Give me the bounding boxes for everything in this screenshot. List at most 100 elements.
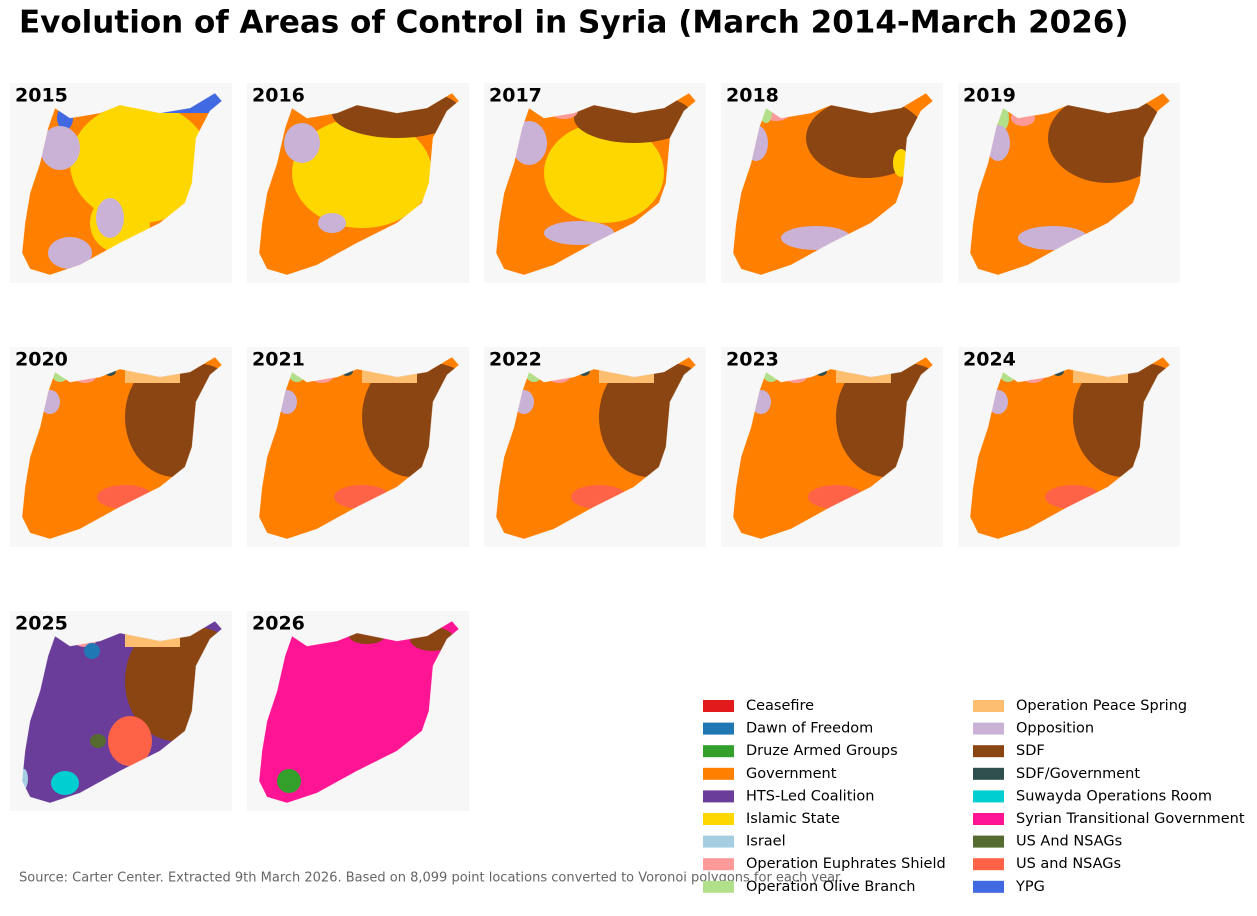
legend-label: Operation Euphrates Shield — [746, 856, 946, 872]
title: Evolution of Areas of Control in Syria (… — [19, 5, 1129, 41]
country-outline — [258, 620, 460, 804]
control-area — [51, 771, 79, 795]
legend-label: YPG — [1015, 879, 1045, 895]
legend-swatch — [703, 835, 734, 848]
legend-swatch — [973, 722, 1004, 735]
legend-item: Dawn of Freedom — [703, 721, 873, 737]
legend-label: Druze Armed Groups — [746, 743, 898, 759]
map-panel: 2026 — [247, 611, 469, 811]
map-panel: 2023 — [721, 347, 943, 547]
country-outline — [21, 92, 223, 276]
map-panel: 2015 — [10, 83, 232, 283]
legend-swatch — [703, 745, 734, 758]
control-area — [48, 237, 92, 269]
legend-item: YPG — [973, 879, 1045, 895]
legend-item: Operation Peace Spring — [973, 698, 1187, 714]
legend-swatch — [703, 700, 734, 712]
legend-label: Government — [746, 766, 837, 782]
legend-label: Islamic State — [746, 811, 840, 827]
country-outline — [258, 356, 460, 540]
map-panel: 2017 — [484, 83, 706, 283]
legend-swatch — [703, 813, 734, 825]
panel-year: 2025 — [15, 613, 68, 635]
map-panel: 2020 — [10, 347, 232, 547]
map-panel: 2018 — [721, 83, 943, 283]
control-areas — [744, 98, 926, 250]
legend-swatch — [973, 835, 1004, 848]
map-panel: 2019 — [958, 83, 1180, 283]
legend-item: Druze Armed Groups — [703, 743, 898, 759]
legend-swatch — [973, 813, 1004, 825]
panel-year: 2018 — [726, 85, 779, 107]
control-area — [96, 198, 124, 238]
control-area — [292, 118, 432, 228]
legend-label: SDF/Government — [1016, 766, 1140, 782]
legend-label: Operation Peace Spring — [1016, 698, 1187, 714]
legend-label: US and NSAGs — [1016, 856, 1121, 872]
country-outline — [21, 620, 223, 804]
panel-year: 2023 — [726, 349, 779, 371]
map-panel: 2016 — [247, 83, 469, 283]
legend-swatch — [703, 858, 734, 871]
control-area — [318, 213, 346, 233]
source: Source: Carter Center. Extracted 9th Mar… — [19, 871, 843, 886]
legend-swatch — [973, 858, 1004, 871]
legend-label: Dawn of Freedom — [746, 721, 873, 737]
map-panel: 2021 — [247, 347, 469, 547]
panel-year: 2022 — [489, 349, 542, 371]
control-area — [84, 643, 100, 659]
legend-item: US and NSAGs — [973, 856, 1121, 872]
panel-year: 2026 — [252, 613, 305, 635]
control-area — [544, 221, 614, 245]
legend-label: Operation Olive Branch — [746, 879, 916, 895]
legend-item: Ceasefire — [703, 698, 814, 714]
panel-year: 2015 — [15, 85, 68, 107]
map-panel: 2022 — [484, 347, 706, 547]
legend-label: Ceasefire — [746, 698, 814, 714]
country-outline — [495, 356, 697, 540]
panel-year: 2017 — [489, 85, 542, 107]
panel-year: 2019 — [963, 85, 1016, 107]
legend-swatch — [973, 700, 1004, 712]
legend-swatch — [703, 767, 734, 780]
legend-item: US And NSAGs — [973, 834, 1122, 850]
control-area — [22, 769, 28, 789]
map-panel: 2025 — [10, 611, 232, 811]
panel-year: 2021 — [252, 349, 305, 371]
legend-item: Suwayda Operations Room — [973, 788, 1212, 804]
legend-item: SDF — [973, 743, 1045, 759]
control-areas — [277, 627, 454, 793]
control-area — [108, 716, 152, 766]
control-area — [40, 126, 80, 170]
legend-swatch — [703, 880, 734, 893]
legend-item: Operation Euphrates Shield — [703, 856, 946, 872]
legend-item: Government — [703, 766, 837, 782]
country-outline — [495, 92, 697, 276]
legend-item: Operation Olive Branch — [703, 879, 916, 895]
legend-label: Syrian Transitional Government — [1016, 811, 1245, 827]
control-area — [70, 103, 210, 223]
legend-swatch — [973, 767, 1004, 780]
country-outline — [21, 356, 223, 540]
map-panel: 2024 — [958, 347, 1180, 547]
control-area — [544, 123, 664, 223]
panel-year: 2024 — [963, 349, 1016, 371]
country-outline — [732, 356, 934, 540]
control-area — [277, 769, 301, 793]
legend-label: Opposition — [1016, 721, 1094, 737]
legend-item: Islamic State — [703, 811, 840, 827]
country-outline — [258, 92, 460, 276]
country-outline — [969, 92, 1171, 276]
panel-year: 2016 — [252, 85, 305, 107]
country-outline — [732, 92, 934, 276]
legend-swatch — [973, 745, 1004, 758]
legend-label: SDF — [1016, 743, 1045, 759]
control-area — [284, 123, 320, 163]
legend-label: Israel — [746, 834, 786, 850]
legend-label: Suwayda Operations Room — [1016, 788, 1212, 804]
panel-year: 2020 — [15, 349, 68, 371]
legend-item: Syrian Transitional Government — [973, 811, 1245, 827]
legend-swatch — [703, 790, 734, 803]
legend-swatch — [973, 790, 1004, 803]
